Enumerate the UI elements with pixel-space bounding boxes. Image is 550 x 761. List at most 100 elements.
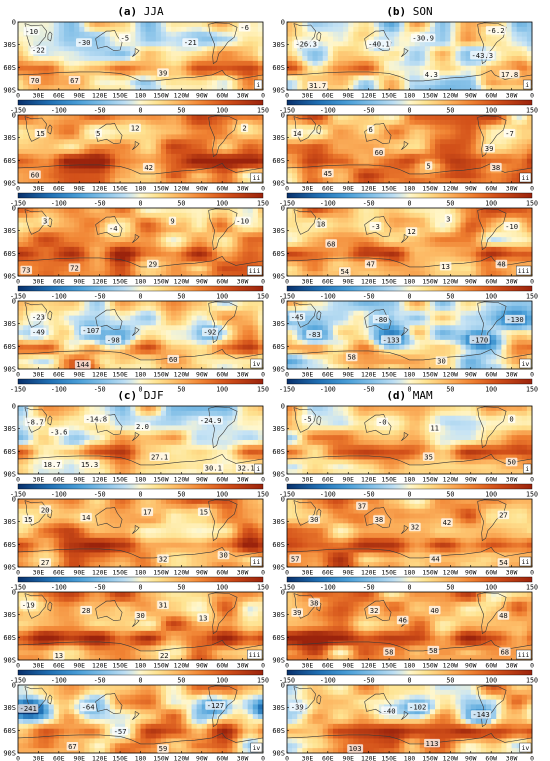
heat-cell <box>166 51 172 57</box>
heat-cell <box>120 124 126 130</box>
heat-cell <box>69 134 75 140</box>
heat-cell <box>465 75 472 81</box>
heat-cell <box>114 149 121 155</box>
heat-cell <box>33 364 39 370</box>
heat-cell <box>196 153 203 160</box>
heat-cell <box>307 173 313 179</box>
heat-cell <box>120 119 126 126</box>
heat-cell <box>38 56 44 62</box>
heat-cell <box>455 222 461 228</box>
heat-cell <box>460 36 467 42</box>
heat-cell <box>160 46 167 52</box>
heat-cell <box>33 115 39 121</box>
heat-cell <box>440 212 446 219</box>
heat-cell <box>435 85 441 91</box>
heat-cell <box>89 70 95 76</box>
heat-cell <box>217 354 223 360</box>
heat-cell <box>125 330 131 336</box>
heat-cell <box>247 246 254 253</box>
heat-cell <box>227 349 233 355</box>
heat-cell <box>327 85 334 91</box>
heat-cell <box>292 22 298 28</box>
heat-cell <box>501 139 507 145</box>
heat-cell <box>99 134 106 140</box>
heat-cell <box>135 153 141 160</box>
heat-cell <box>404 134 410 140</box>
heat-cell <box>43 246 50 253</box>
heat-cell <box>48 354 55 360</box>
heat-cell <box>419 26 426 33</box>
heat-cell <box>74 134 80 140</box>
heat-cell <box>419 217 426 223</box>
heat-cell <box>186 26 192 33</box>
heat-cell <box>511 144 518 150</box>
heat-cell <box>237 153 243 160</box>
heat-cell <box>470 227 477 233</box>
heat-cell <box>383 208 390 214</box>
heat-cell <box>373 65 380 71</box>
heat-cell <box>287 119 293 126</box>
heat-cell <box>176 65 182 71</box>
heat-cell <box>440 41 446 47</box>
heat-cell <box>470 232 477 238</box>
value-label-bg <box>105 335 122 344</box>
heat-cell <box>378 222 385 228</box>
heat-cell <box>58 349 65 355</box>
heat-cell <box>18 339 24 346</box>
heat-cell <box>292 80 298 86</box>
heat-cell <box>297 46 303 52</box>
heat-cell <box>383 134 390 140</box>
heat-cell <box>526 70 533 76</box>
heat-cell <box>38 168 44 174</box>
heat-cell <box>394 271 400 277</box>
heat-cell <box>353 22 359 28</box>
heat-cell <box>196 173 203 179</box>
heat-cell <box>217 85 223 91</box>
heat-cell <box>53 227 60 233</box>
heat-cell <box>317 60 324 67</box>
heat-cell <box>79 251 85 257</box>
heat-cell <box>206 51 213 57</box>
heat-cell <box>48 178 55 184</box>
heat-cell <box>211 301 218 307</box>
heat-cell <box>287 237 293 243</box>
heat-cell <box>486 261 492 267</box>
heat-cell <box>109 134 116 140</box>
heat-cell <box>383 158 390 164</box>
heat-cell <box>38 217 44 223</box>
heat-cell <box>373 60 380 67</box>
heat-cell <box>99 227 106 233</box>
heat-cell <box>338 178 344 184</box>
heat-cell <box>94 335 101 341</box>
heat-cell <box>389 70 395 76</box>
heat-cell <box>201 41 208 47</box>
heat-cell <box>186 227 192 233</box>
heat-cell <box>475 153 482 160</box>
heat-cell <box>287 217 293 223</box>
heat-cell <box>419 46 426 52</box>
heat-cell <box>166 310 172 316</box>
heat-cell <box>419 173 426 179</box>
heat-cell <box>89 266 95 272</box>
heat-cell <box>302 80 308 86</box>
heat-cell <box>58 232 65 238</box>
value-label: 4.3 <box>425 70 438 79</box>
value-label-bg <box>30 312 47 322</box>
panel-index: i <box>256 81 260 89</box>
heat-cell <box>287 178 293 184</box>
heat-cell <box>176 41 182 47</box>
heat-cell <box>327 124 334 130</box>
panel-index-box <box>250 172 263 183</box>
heat-cell <box>378 212 385 219</box>
heat-cell <box>257 349 264 355</box>
heat-cell <box>475 124 482 130</box>
heat-cell <box>414 217 421 223</box>
heat-cell <box>317 134 324 140</box>
heat-cell <box>247 310 254 316</box>
heat-cell <box>18 51 24 57</box>
heat-cell <box>358 242 364 248</box>
heat-cell <box>363 208 370 214</box>
colorbar <box>17 99 264 106</box>
value-label: -6.2 <box>487 26 504 35</box>
heat-cell <box>287 75 293 81</box>
